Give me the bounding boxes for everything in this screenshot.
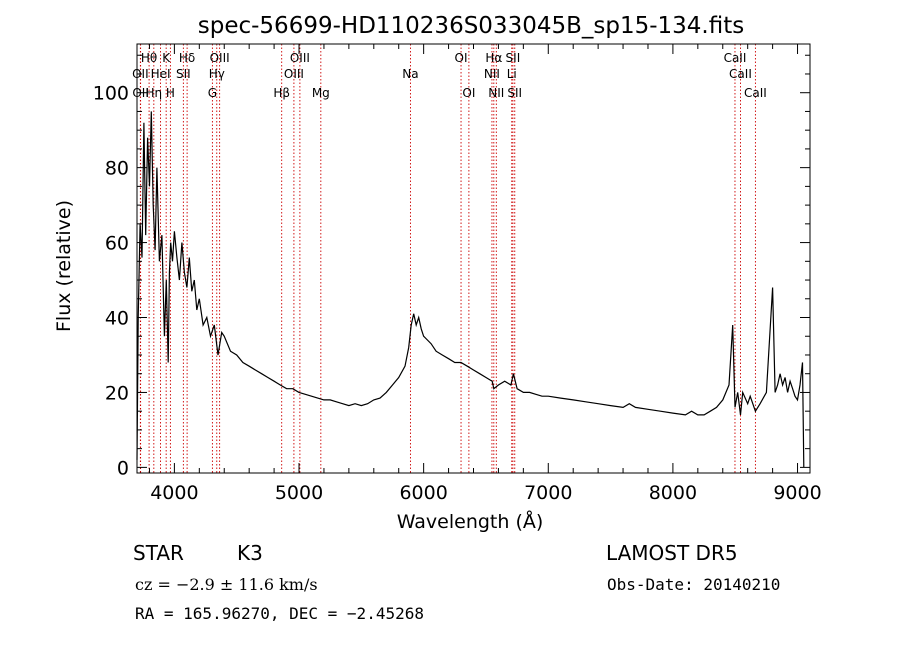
spectral-subclass: K3 xyxy=(237,541,263,565)
y-tick-label: 40 xyxy=(105,308,129,330)
line-marker-label-15: Mg xyxy=(312,86,330,100)
x-tick-label: 5000 xyxy=(275,482,323,504)
survey-name: LAMOST DR5 xyxy=(606,541,738,565)
line-marker-label-23: Li xyxy=(507,67,517,81)
line-marker-label-19: Hα xyxy=(485,51,502,65)
y-tick-label: 20 xyxy=(105,382,129,404)
y-axis-label: Flux (relative) xyxy=(53,200,75,332)
line-marker-label-3: Hη xyxy=(146,86,163,100)
line-marker-label-22: SII xyxy=(506,51,521,65)
line-marker-label-13: OIII xyxy=(290,51,310,65)
line-marker-label-6: H xyxy=(166,86,175,100)
x-tick-label: 6000 xyxy=(399,482,447,504)
spectrum-line xyxy=(136,111,805,468)
line-marker-label-4: HeI xyxy=(151,67,171,81)
coordinates-text: RA = 165.96270, DEC = −2.45268 xyxy=(135,604,424,623)
line-marker-label-26: CaII xyxy=(729,67,752,81)
x-ticks: 4000 5000 6000 7000 8000 9000 xyxy=(148,44,822,504)
line-marker-label-5: K xyxy=(162,51,171,65)
observation-date: Obs-Date: 20140210 xyxy=(607,575,780,594)
line-marker-label-16: Na xyxy=(402,67,418,81)
line-marker-label-11: G xyxy=(208,86,217,100)
x-tick-label: 8000 xyxy=(649,482,697,504)
line-marker-label-8: SII xyxy=(176,67,191,81)
line-marker-label-25: CaII xyxy=(724,51,747,65)
line-marker-label-7: Hδ xyxy=(179,51,195,65)
redshift-text: cz = −2.9 ± 11.6 km/s xyxy=(135,575,318,594)
line-marker-label-20: NII xyxy=(484,67,500,81)
line-marker-label-0: Hθ xyxy=(141,51,157,65)
plot-frame xyxy=(136,43,811,474)
line-marker-label-21: NII xyxy=(488,86,504,100)
y-tick-label: 0 xyxy=(117,457,129,479)
line-marker-label-10: Hγ xyxy=(209,67,225,81)
y-tick-label: 100 xyxy=(93,83,129,105)
y-ticks: 0 20 40 60 80 100 xyxy=(93,54,810,479)
x-axis-label: Wavelength (Å) xyxy=(397,510,544,533)
line-marker-label-9: OIII xyxy=(210,51,230,65)
line-marker-label-17: OI xyxy=(455,51,468,65)
line-marker-label-24: SII xyxy=(507,86,522,100)
y-tick-label: 80 xyxy=(105,158,129,180)
line-markers xyxy=(139,44,756,473)
line-marker-label-12: Hβ xyxy=(273,86,290,100)
line-marker-label-14: OIII xyxy=(284,67,304,81)
object-class: STAR xyxy=(133,541,184,565)
chart-title: spec-56699-HD110236S033045B_sp15-134.fit… xyxy=(198,13,744,39)
x-tick-label: 9000 xyxy=(773,482,821,504)
x-tick-label: 4000 xyxy=(150,482,198,504)
line-marker-label-18: OI xyxy=(462,86,475,100)
line-marker-label-27: CaII xyxy=(744,86,767,100)
y-tick-label: 60 xyxy=(105,233,129,255)
x-tick-label: 7000 xyxy=(524,482,572,504)
